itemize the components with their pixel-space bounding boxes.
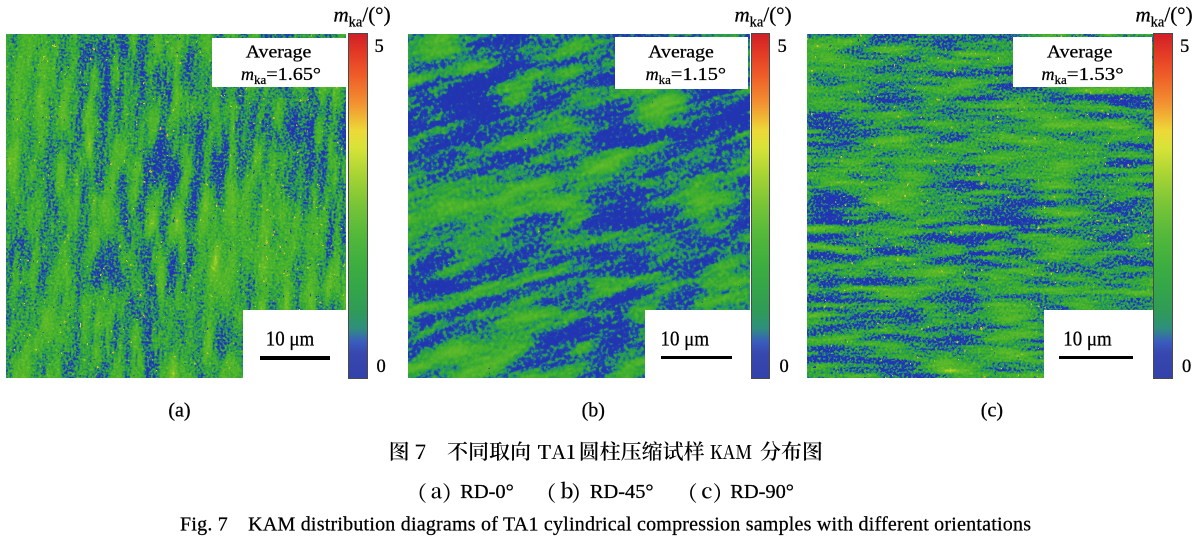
- svg-text:mka=1.53°: mka=1.53°: [1042, 64, 1124, 87]
- svg-text:(a): (a): [168, 400, 190, 422]
- svg-text:mka=1.65°: mka=1.65°: [241, 64, 321, 87]
- svg-text:Average: Average: [1047, 42, 1113, 62]
- svg-text:5: 5: [778, 37, 787, 57]
- svg-text:5: 5: [375, 37, 384, 57]
- svg-text:Average: Average: [246, 42, 312, 62]
- svg-text:10 μm: 10 μm: [661, 327, 710, 351]
- svg-text:10 μm: 10 μm: [1063, 327, 1112, 351]
- svg-text:Average: Average: [648, 42, 714, 62]
- svg-text:(c): (c): [981, 400, 1003, 422]
- svg-text:RD-90°: RD-90°: [730, 481, 794, 503]
- svg-text:mka/(°): mka/(°): [735, 2, 792, 30]
- svg-text:0: 0: [780, 357, 789, 377]
- svg-text:10 μm: 10 μm: [266, 327, 315, 351]
- svg-text:RD-45°: RD-45°: [590, 481, 654, 503]
- svg-text:Fig. 7 KAM distribution diagra: Fig. 7 KAM distribution diagrams of TA1 …: [180, 514, 1031, 536]
- svg-text:0: 0: [1182, 357, 1191, 377]
- svg-text:mka/(°): mka/(°): [1136, 2, 1193, 30]
- svg-text:RD-0°: RD-0°: [460, 481, 513, 503]
- svg-text:mka/(°): mka/(°): [334, 2, 391, 30]
- svg-text:mka=1.15°: mka=1.15°: [646, 64, 726, 87]
- svg-text:0: 0: [377, 357, 386, 377]
- svg-text:5: 5: [1180, 37, 1189, 57]
- svg-text:(b): (b): [582, 400, 605, 422]
